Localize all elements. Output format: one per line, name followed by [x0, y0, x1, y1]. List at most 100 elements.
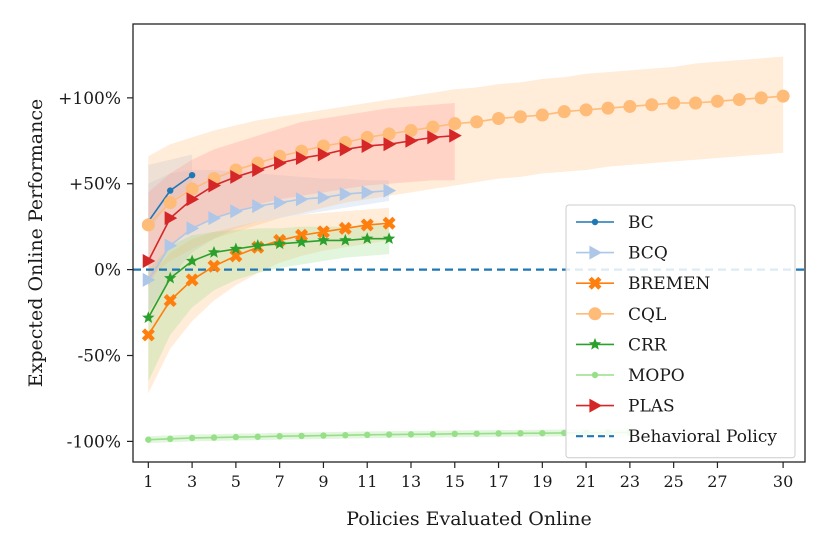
point-cql — [470, 115, 484, 129]
point-cql — [163, 196, 177, 210]
point-bremen — [316, 225, 330, 239]
point-bcq — [252, 199, 265, 214]
legend-entry-bcq: BCQ — [576, 244, 668, 264]
point-cql — [535, 108, 549, 122]
x-axis-label: Policies Evaluated Online — [346, 508, 591, 530]
x-ticks: 1 3 5 7 9 11 13 15 17 19 21 23 25 27 30 — [143, 462, 793, 491]
point-bcq — [274, 195, 287, 210]
band-bcq — [148, 170, 390, 313]
y-tick-label: -50% — [77, 347, 121, 367]
legend-label: BC — [628, 213, 654, 233]
legend-entry-bremen: BREMEN — [576, 274, 711, 294]
legend: BC BCQ BREMEN CQL CRR MOPO PLAS Behavioral Poli… — [565, 204, 796, 459]
band-cql — [148, 56, 784, 279]
point-cql — [623, 99, 637, 113]
point-cql — [492, 111, 506, 125]
band-crr — [148, 224, 390, 382]
y-tick-label: +50% — [69, 175, 121, 195]
x-tick-label: 30 — [773, 472, 793, 491]
point-plas — [405, 133, 418, 148]
point-plas — [361, 138, 375, 153]
legend-swatch-marker — [589, 245, 602, 260]
x-tick-label: 11 — [357, 472, 377, 491]
legend-entry-crr: CRR — [576, 335, 668, 355]
point-bremen — [163, 294, 177, 308]
plot-frame — [132, 23, 806, 463]
point-cql — [732, 93, 746, 107]
point-bremen — [338, 221, 352, 235]
series-bcq — [142, 183, 397, 287]
legend-label: BCQ — [628, 244, 668, 264]
legend-entry-plas: PLAS — [576, 397, 675, 417]
x-tick-label: 27 — [707, 472, 727, 491]
point-crr — [382, 232, 396, 244]
point-crr — [164, 271, 177, 284]
point-plas — [274, 156, 287, 171]
legend-swatch-marker — [589, 398, 602, 413]
point-mopo — [232, 433, 240, 441]
x-tick-label: 1 — [143, 472, 153, 491]
point-crr — [207, 245, 221, 258]
y-tick-label: +100% — [58, 89, 121, 109]
point-cql — [141, 218, 155, 232]
point-mopo — [342, 432, 349, 439]
x-tick-label: 9 — [318, 472, 328, 491]
point-mopo — [517, 430, 524, 437]
y-tick-label: 0% — [94, 261, 121, 281]
point-crr — [142, 311, 155, 323]
point-crr — [229, 242, 243, 255]
legend-label: PLAS — [628, 397, 675, 417]
point-cql — [448, 117, 462, 131]
band-plas — [148, 103, 455, 287]
x-tick-label: 25 — [663, 472, 683, 491]
point-mopo — [539, 429, 546, 437]
point-bc — [167, 187, 174, 194]
y-ticks: +100% +50% 0% -50% -100% — [58, 89, 133, 452]
point-mopo — [167, 435, 174, 443]
x-tick-label: 19 — [532, 472, 552, 491]
point-crr — [273, 237, 286, 250]
point-cql — [710, 94, 724, 108]
point-cql — [513, 110, 527, 124]
point-mopo — [188, 434, 196, 442]
point-bcq — [383, 183, 397, 198]
point-cql — [404, 123, 418, 137]
point-cql — [557, 105, 571, 119]
legend-label: MOPO — [628, 366, 685, 386]
legend-entry-mopo: MOPO — [576, 366, 685, 386]
point-cql — [645, 98, 659, 112]
point-mopo — [429, 430, 437, 438]
point-plas — [164, 211, 178, 226]
point-mopo — [364, 431, 371, 439]
point-cql — [776, 89, 790, 103]
point-mopo — [385, 431, 393, 438]
point-bremen — [295, 228, 309, 242]
point-bremen — [207, 259, 221, 273]
point-bc — [188, 171, 196, 179]
x-tick-label: 21 — [576, 472, 596, 491]
point-mopo — [451, 430, 458, 438]
point-plas — [317, 147, 331, 162]
point-crr — [185, 254, 199, 267]
point-plas — [339, 142, 353, 157]
point-bremen — [382, 216, 396, 230]
legend-swatch-marker — [591, 218, 599, 226]
point-bcq — [339, 187, 353, 202]
x-tick-label: 17 — [488, 472, 508, 491]
point-crr — [295, 235, 308, 248]
legend-label: CRR — [628, 335, 668, 355]
point-plas — [186, 192, 200, 207]
legend-swatch-marker — [588, 337, 602, 350]
point-cql — [754, 91, 768, 105]
x-tick-label: 3 — [187, 472, 197, 491]
point-bcq — [142, 272, 156, 287]
point-plas — [295, 150, 309, 165]
point-mopo — [407, 431, 415, 438]
point-plas — [230, 169, 243, 184]
point-bcq — [230, 204, 243, 219]
y-axis-label: Expected Online Performance — [25, 99, 47, 387]
series-plas — [142, 128, 462, 269]
point-mopo — [276, 433, 283, 440]
legend-entry-behavioral-policy: Behavioral Policy — [576, 427, 777, 447]
